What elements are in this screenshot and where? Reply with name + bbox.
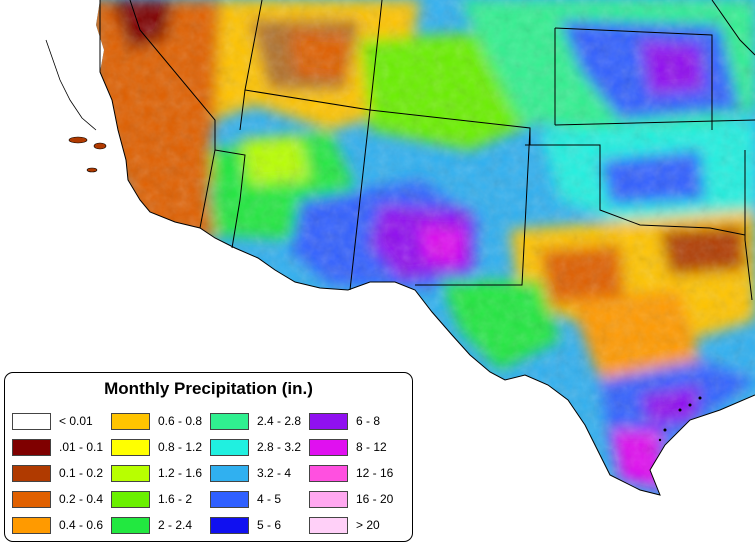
legend-label: 0.8 - 1.2 — [158, 440, 203, 454]
legend-label: 2.8 - 3.2 — [257, 440, 302, 454]
legend-label: < 0.01 — [59, 414, 93, 428]
legend-label: 0.1 - 0.2 — [59, 466, 104, 480]
legend-swatch — [210, 465, 249, 482]
legend-swatch — [210, 517, 249, 534]
legend-swatch — [210, 491, 249, 508]
legend-swatch — [12, 491, 51, 508]
legend-label: 4 - 5 — [257, 492, 282, 506]
legend-swatch — [12, 465, 51, 482]
legend-swatch — [210, 439, 249, 456]
legend-swatch — [309, 413, 348, 430]
legend-swatch — [210, 413, 249, 430]
legend-label: 2.4 - 2.8 — [257, 414, 302, 428]
legend-label: 2 - 2.4 — [158, 518, 193, 532]
legend-label: 1.2 - 1.6 — [158, 466, 203, 480]
legend-swatch — [12, 517, 51, 534]
legend-swatch — [111, 517, 150, 534]
legend-swatch — [111, 413, 150, 430]
legend-swatch — [111, 439, 150, 456]
legend: Monthly Precipitation (in.) < 0.01 .01 - … — [4, 372, 413, 542]
legend-swatch — [309, 517, 348, 534]
legend-swatch — [12, 439, 51, 456]
legend-swatch — [111, 491, 150, 508]
state-borders — [99, 0, 755, 496]
islands — [68, 136, 107, 173]
coastal-markers — [658, 396, 702, 442]
legend-swatch — [111, 465, 150, 482]
legend-label: 12 - 16 — [356, 466, 394, 480]
legend-label: 3.2 - 4 — [257, 466, 292, 480]
legend-label: 6 - 8 — [356, 414, 381, 428]
legend-label: 0.4 - 0.6 — [59, 518, 104, 532]
legend-label: 5 - 6 — [257, 518, 282, 532]
legend-swatch — [309, 491, 348, 508]
legend-label: 8 - 12 — [356, 440, 387, 454]
legend-swatch — [12, 413, 51, 430]
legend-swatch — [309, 465, 348, 482]
legend-label: .01 - 0.1 — [59, 440, 104, 454]
legend-label: 1.6 - 2 — [158, 492, 193, 506]
legend-label: 0.2 - 0.4 — [59, 492, 104, 506]
legend-swatch — [309, 439, 348, 456]
legend-label: > 20 — [356, 518, 380, 532]
legend-title: Monthly Precipitation (in.) — [104, 379, 313, 398]
legend-label: 16 - 20 — [356, 492, 394, 506]
legend-label: 0.6 - 0.8 — [158, 414, 203, 428]
